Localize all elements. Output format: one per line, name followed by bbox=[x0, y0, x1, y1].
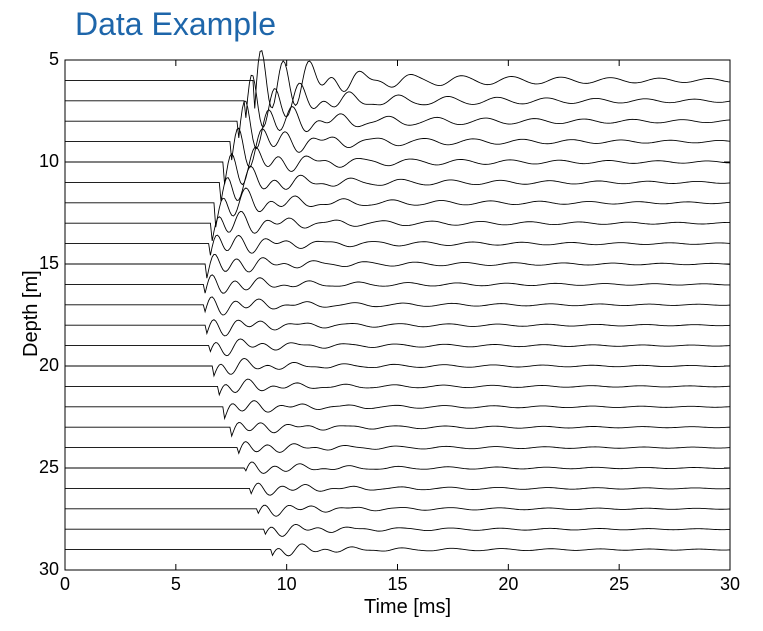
xtick-label: 30 bbox=[715, 574, 745, 595]
plot-svg bbox=[0, 0, 763, 631]
xtick-label: 15 bbox=[383, 574, 413, 595]
ytick-label: 5 bbox=[49, 49, 59, 70]
ytick-label: 20 bbox=[39, 355, 59, 376]
y-axis-label: Depth [m] bbox=[20, 270, 43, 357]
x-axis-label: Time [ms] bbox=[348, 596, 468, 619]
xtick-label: 20 bbox=[493, 574, 523, 595]
ytick-label: 10 bbox=[39, 151, 59, 172]
ytick-label: 30 bbox=[39, 559, 59, 580]
ytick-label: 15 bbox=[39, 253, 59, 274]
xtick-label: 5 bbox=[161, 574, 191, 595]
xtick-label: 25 bbox=[604, 574, 634, 595]
seismic-wiggle-chart: Data Example Depth [m] Time [ms] 0510152… bbox=[0, 0, 763, 631]
xtick-label: 10 bbox=[272, 574, 302, 595]
ytick-label: 25 bbox=[39, 457, 59, 478]
